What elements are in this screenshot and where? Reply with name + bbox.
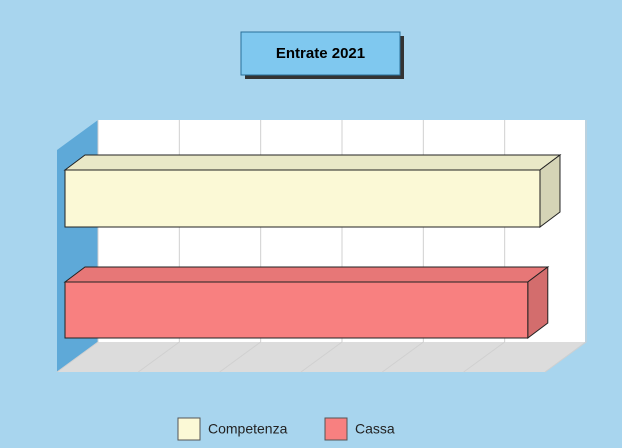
bar-front <box>64 281 529 339</box>
legend-swatch <box>177 417 201 441</box>
legend-label: Cassa <box>355 421 395 437</box>
bar-top <box>63 266 550 283</box>
grid-line <box>544 120 587 373</box>
bar-top <box>63 154 562 171</box>
legend-swatch <box>324 417 348 441</box>
bar <box>63 266 550 339</box>
legend-label: Competenza <box>208 421 288 437</box>
bar <box>63 154 562 228</box>
chart-title: Entrate 2021 <box>276 45 365 62</box>
title-box <box>240 31 401 76</box>
bar-front <box>64 169 541 228</box>
